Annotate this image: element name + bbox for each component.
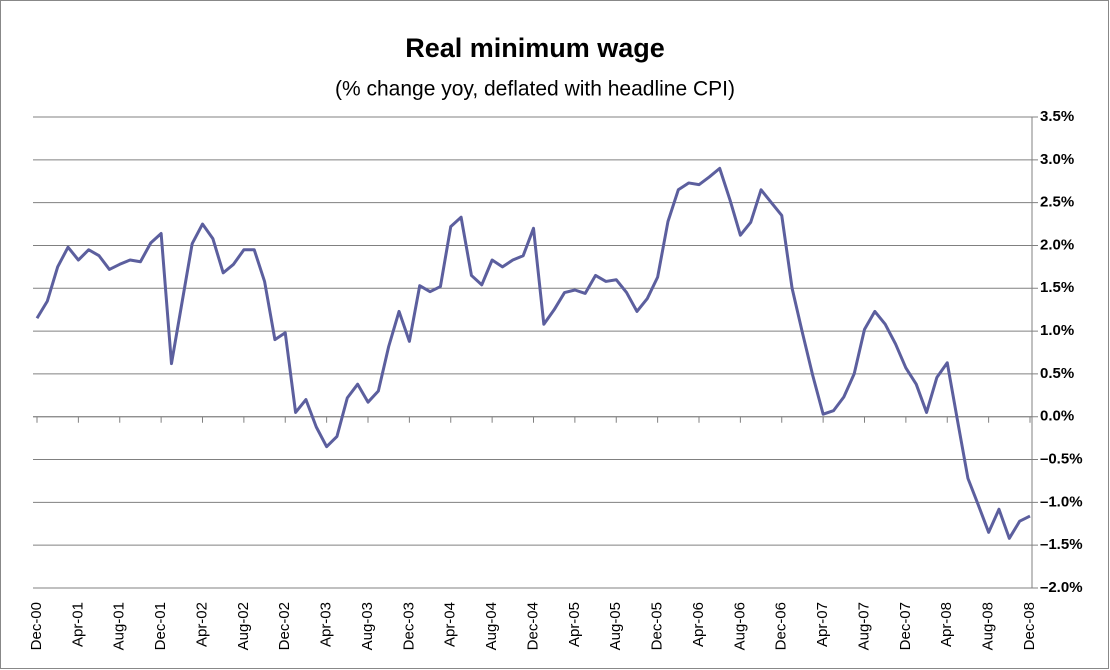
x-tick-label: Dec-07 (897, 602, 914, 650)
data-line (35, 166, 1031, 540)
x-tick-label: Aug-04 (483, 602, 500, 650)
x-tick-label: Apr-03 (318, 602, 335, 647)
y-tick-label: 0.5% (1040, 365, 1074, 382)
y-tick-label: 3.5% (1040, 108, 1074, 125)
y-tick-label: –1.0% (1040, 493, 1083, 510)
x-tick-label: Apr-05 (566, 602, 583, 647)
x-tick-label: Dec-00 (28, 602, 45, 650)
y-tick-label: 2.5% (1040, 194, 1074, 211)
y-tick-label: 3.0% (1040, 151, 1074, 168)
x-tick-label: Aug-08 (980, 602, 997, 650)
y-tick-label: –0.5% (1040, 451, 1083, 468)
x-tick-label: Dec-02 (276, 602, 293, 650)
y-tick-label: 1.5% (1040, 279, 1074, 296)
x-tick-label: Aug-03 (359, 602, 376, 650)
x-tick-label: Aug-02 (235, 602, 252, 650)
x-tick-label: Apr-06 (690, 602, 707, 647)
y-tick-label: 2.0% (1040, 236, 1074, 253)
x-tick-label: Apr-08 (938, 602, 955, 647)
x-tick-label: Apr-04 (442, 602, 459, 647)
chart-title: Real minimum wage (405, 33, 665, 63)
x-tick-label: Apr-02 (193, 602, 210, 647)
x-tick-label: Dec-01 (152, 602, 169, 650)
x-tick-label: Dec-03 (400, 602, 417, 650)
chart-subtitle: (% change yoy, deflated with headline CP… (335, 78, 735, 101)
x-tick-label: Aug-07 (855, 602, 872, 650)
y-tick-label: 0.0% (1040, 408, 1074, 425)
y-tick-label: 1.0% (1040, 322, 1074, 339)
y-tick-label: –1.5% (1040, 536, 1083, 553)
x-tick-label: Aug-06 (731, 602, 748, 650)
y-tick-label: –2.0% (1040, 579, 1083, 596)
x-tick-label: Dec-04 (524, 602, 541, 650)
x-tick-label: Apr-07 (814, 602, 831, 647)
x-tick-label: Aug-05 (607, 602, 624, 650)
x-tick-label: Dec-05 (649, 602, 666, 650)
x-tick-label: Aug-01 (111, 602, 128, 650)
x-tick-label: Apr-01 (69, 602, 86, 647)
x-tick-label: Dec-08 (1021, 602, 1038, 650)
x-tick-label: Dec-06 (773, 602, 790, 650)
